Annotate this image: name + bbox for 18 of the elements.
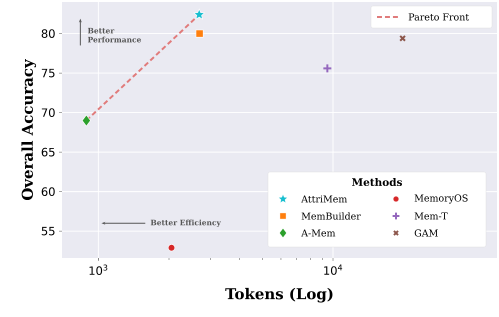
x-tick-label: 10$^{4}$ [324,264,342,275]
x-axis-title: Tokens (Log) [225,288,332,302]
legend-label: Mem-T [414,212,448,220]
y-tick-label: 55 [42,226,54,236]
legend-label: MemoryOS [414,194,468,204]
y-axis-title: Overall Accuracy [21,58,36,200]
x-tick-label: 10$^{3}$ [90,264,108,275]
y-tick-label: 60 [42,187,55,196]
y-tick-label: 70 [42,108,55,117]
legend-title: Methods [352,178,402,186]
legend-label: AttriMem [301,195,348,203]
legend-label: GAM [414,229,438,237]
legend-label: A-Mem [301,229,336,237]
y-tick-label: 80 [42,29,55,38]
legend-label: Pareto Front [408,13,470,21]
y-tick-label: 65 [42,148,54,156]
y-tick-label: 75 [42,68,54,78]
legend-label: MemBuilder [302,212,361,220]
